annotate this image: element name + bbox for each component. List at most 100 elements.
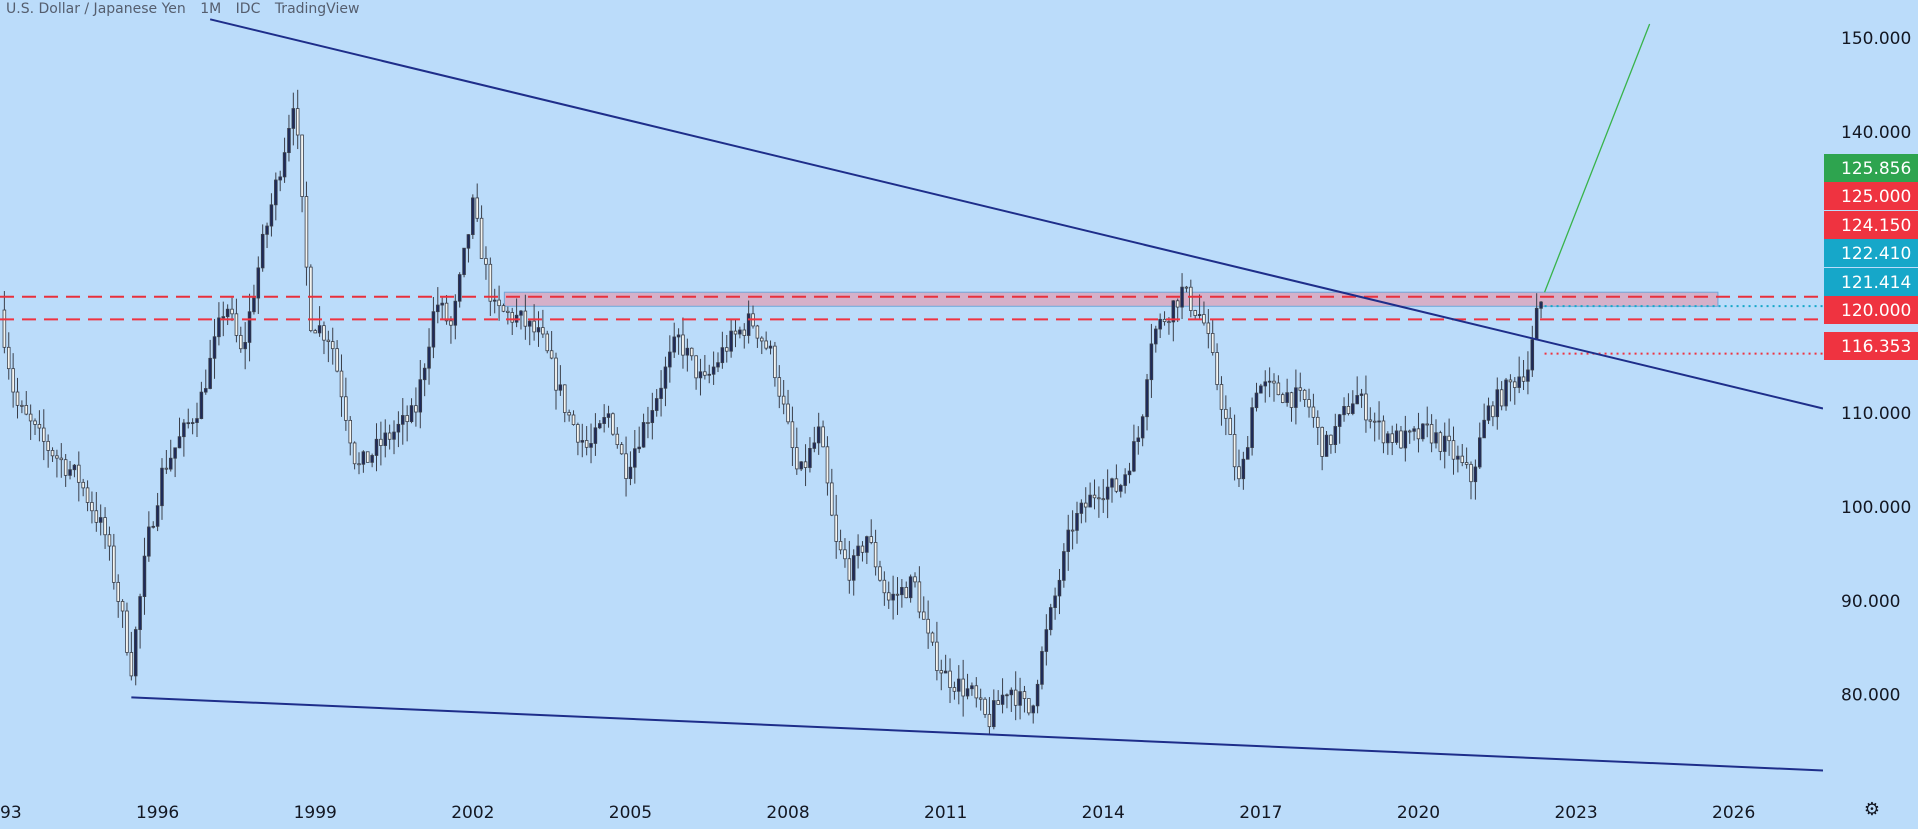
candle-body	[409, 405, 414, 423]
candle-body	[1368, 419, 1373, 422]
candle-body	[392, 431, 396, 440]
candle-body	[672, 336, 676, 353]
x-tick-label: 2026	[1712, 803, 1755, 823]
candle-body	[1167, 321, 1171, 324]
candle-body	[589, 443, 593, 448]
candle-body	[1272, 380, 1276, 384]
candle-body	[917, 581, 922, 613]
candle-body	[816, 426, 821, 444]
candle-body	[107, 534, 112, 547]
candle-body	[830, 482, 834, 516]
candle-body	[558, 384, 563, 391]
candle-body	[457, 274, 462, 302]
price-label-tag	[1824, 332, 1918, 360]
candle-body	[1377, 420, 1381, 423]
candle-body	[344, 396, 348, 421]
candle-body	[90, 502, 94, 512]
gear-icon[interactable]: ⚙	[1863, 799, 1881, 820]
candle-body	[1381, 420, 1386, 444]
x-tick-label: 1999	[294, 803, 337, 823]
candle-body	[365, 451, 370, 463]
price-label: 125.000	[1841, 187, 1911, 207]
candle-body	[510, 312, 514, 323]
candle-body	[1521, 376, 1526, 382]
candle-body	[843, 549, 847, 560]
candle-body	[1399, 430, 1403, 449]
candle-body	[1228, 417, 1232, 435]
candle-body	[2, 309, 7, 348]
candle-body	[1219, 384, 1224, 410]
candle-body	[1407, 430, 1412, 433]
candle-body	[6, 346, 11, 370]
y-tick-label: 90.000	[1841, 592, 1900, 612]
candle-body	[1062, 551, 1066, 581]
candle-body	[812, 442, 817, 449]
candle-body	[523, 310, 528, 327]
platform-label: TradingView	[274, 1, 360, 17]
candle-body	[1416, 428, 1421, 440]
candle-body	[676, 334, 681, 338]
candle-body	[554, 357, 558, 391]
candle-body	[1456, 455, 1460, 460]
candle-body	[1018, 691, 1022, 706]
candle-body	[186, 422, 191, 425]
candle-body	[129, 652, 134, 677]
candle-body	[974, 685, 979, 699]
candle-body	[729, 330, 733, 352]
candle-body	[304, 196, 309, 268]
interval-label[interactable]: 1M	[200, 1, 222, 17]
candle-body	[357, 463, 361, 466]
candle-body	[401, 415, 405, 425]
candle-body	[1097, 497, 1101, 500]
candle-body	[348, 419, 352, 444]
candle-body	[790, 421, 795, 448]
y-tick-label: 110.000	[1841, 404, 1911, 424]
candle-body	[707, 373, 711, 376]
candle-body	[475, 197, 479, 219]
candle-body	[1206, 322, 1211, 334]
x-tick-label: 2023	[1554, 803, 1597, 823]
price-label-tag	[1824, 239, 1918, 267]
trendline-upper	[209, 18, 1824, 410]
candle-body	[1324, 434, 1329, 457]
x-tick-label: 2005	[609, 803, 652, 823]
candle-body	[1539, 301, 1543, 309]
candle-body	[125, 610, 129, 653]
candle-body	[28, 413, 33, 422]
candle-body	[1333, 426, 1338, 445]
candle-body	[563, 384, 567, 413]
candle-body	[309, 266, 313, 332]
candle-body	[339, 370, 344, 398]
candle-body	[1337, 414, 1342, 427]
candle-body	[755, 325, 760, 339]
candle-body	[326, 339, 331, 342]
candle-body	[177, 436, 182, 449]
candle-body	[1158, 318, 1162, 330]
candle-body	[335, 348, 339, 372]
candle-body	[63, 459, 68, 476]
candle-body	[133, 629, 138, 677]
candle-body	[1263, 381, 1267, 387]
candle-body	[208, 357, 212, 389]
candle-body	[282, 152, 287, 178]
candle-body	[1162, 318, 1167, 323]
candle-body	[1499, 389, 1504, 407]
candle-body	[1460, 455, 1465, 463]
candle-body	[952, 687, 957, 692]
candle-body	[98, 517, 103, 523]
candle-body	[873, 542, 878, 568]
candle-body	[247, 311, 252, 343]
candle-body	[659, 387, 663, 399]
candle-body	[252, 297, 256, 313]
plot-area	[0, 18, 1824, 772]
candle-body	[803, 461, 808, 468]
candle-body	[1149, 343, 1154, 381]
candle-body	[851, 555, 856, 581]
candle-body	[1154, 328, 1158, 345]
candle-body	[418, 379, 423, 413]
candle-body	[1280, 394, 1285, 403]
candle-body	[768, 345, 773, 349]
candle-body	[484, 258, 488, 265]
candle-body	[685, 347, 690, 356]
